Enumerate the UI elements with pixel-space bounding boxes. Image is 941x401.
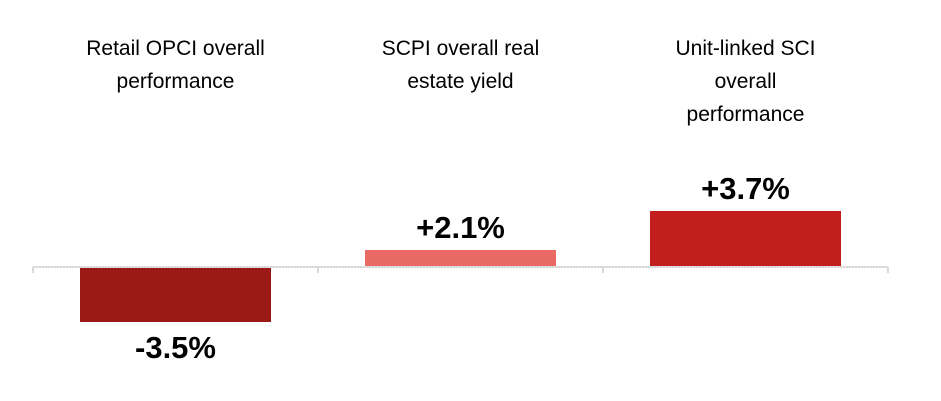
axis-tick bbox=[317, 267, 319, 273]
axis-tick bbox=[602, 267, 604, 273]
category-label: Retail OPCI overall performance bbox=[86, 37, 265, 93]
axis-tick bbox=[32, 267, 34, 273]
axis-tick bbox=[887, 267, 889, 273]
data-label: -3.5% bbox=[135, 330, 216, 365]
data-label: +3.7% bbox=[701, 171, 790, 206]
x-axis-baseline bbox=[33, 266, 888, 268]
bar bbox=[365, 250, 556, 267]
data-label: +2.1% bbox=[416, 210, 505, 245]
category-label: SCPI overall real estate yield bbox=[381, 37, 540, 93]
category-label: Unit-linked SCI overall performance bbox=[675, 37, 816, 126]
bar bbox=[650, 211, 841, 267]
bar bbox=[80, 268, 271, 322]
